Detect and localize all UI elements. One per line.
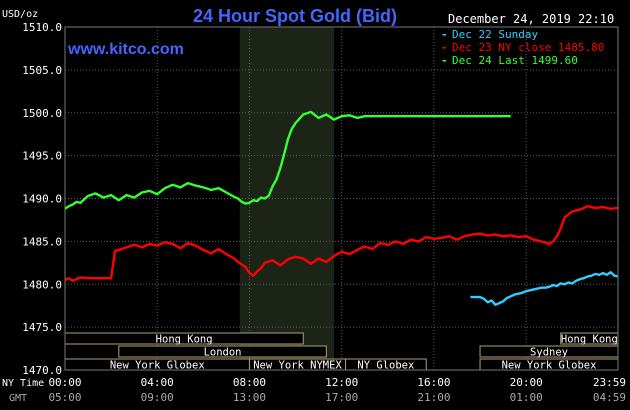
watermark-url: www.kitco.com — [67, 41, 184, 58]
x-tick-label-ny: 00:00 — [48, 376, 81, 389]
legend: - Dec 22 Sunday- Dec 23 NY close 1485.80- D… — [441, 28, 604, 67]
nymex-highlight-band — [239, 27, 335, 370]
y-tick-label: 1490.0 — [22, 193, 62, 206]
x-tick-label-ny: 20:00 — [510, 376, 543, 389]
series-line-1 — [64, 204, 619, 282]
chart-title: 24 Hour Spot Gold (Bid) — [193, 6, 397, 26]
x-tick-label-gmt: 09:00 — [141, 391, 174, 404]
session-label: New York Globex — [502, 360, 597, 372]
series-line-0 — [470, 271, 619, 306]
x-tick-label-gmt: 04:59 — [593, 391, 626, 404]
legend-marker: - — [441, 54, 448, 67]
x-row-label-gmt: GMT — [9, 393, 27, 404]
y-tick-label: 1485.0 — [22, 235, 62, 248]
series-layer — [64, 110, 619, 306]
y-tick-label: 1510.0 — [22, 21, 62, 34]
legend-entry: Dec 23 NY close 1485.80 — [452, 41, 604, 54]
session-label: London — [204, 347, 242, 359]
highlight-band-layer — [239, 27, 335, 370]
x-tick-label-gmt: 17:00 — [325, 391, 358, 404]
y-tick-label: 1500.0 — [22, 107, 62, 120]
legend-marker: - — [441, 28, 448, 41]
session-label: Sydney — [530, 347, 568, 359]
x-tick-label-ny: 23:59 — [593, 376, 626, 389]
x-tick-label-gmt: 05:00 — [48, 391, 81, 404]
y-axis-unit: USD/oz — [2, 9, 38, 20]
session-label: Hong Kong — [561, 334, 618, 346]
axis-layer: 1470.0 1475.0 1480.0 1485.0 1490.0 1495.0 1500… — [2, 21, 626, 404]
x-tick-label-gmt: 01:00 — [510, 391, 543, 404]
legend-entry: Dec 22 Sunday — [452, 28, 538, 41]
y-tick-label: 1470.0 — [22, 364, 62, 377]
series-line-2 — [64, 110, 511, 210]
y-tick-label: 1495.0 — [22, 150, 62, 163]
session-label: NY Globex — [357, 360, 414, 372]
plot-border — [64, 26, 619, 371]
x-tick-label-gmt: 21:00 — [417, 391, 450, 404]
legend-entry: Dec 24 Last 1499.60 — [452, 54, 578, 67]
x-tick-label-ny: 08:00 — [233, 376, 266, 389]
session-label: New York Globex — [110, 360, 205, 372]
x-tick-label-gmt: 13:00 — [233, 391, 266, 404]
session-label: Hong Kong — [156, 334, 213, 346]
x-tick-label-ny: 16:00 — [417, 376, 450, 389]
session-bar — [118, 345, 327, 358]
x-tick-label-ny: 12:00 — [325, 376, 358, 389]
y-tick-label: 1475.0 — [22, 321, 62, 334]
y-tick-label: 1480.0 — [22, 278, 62, 291]
legend-marker: - — [441, 41, 448, 54]
x-tick-label-ny: 04:00 — [141, 376, 174, 389]
y-tick-label: 1505.0 — [22, 64, 62, 77]
session-label: New York NYMEX — [253, 360, 342, 372]
chart-timestamp: December 24, 2019 22:10 — [448, 12, 614, 26]
x-row-label-ny: NY Time — [2, 378, 44, 389]
